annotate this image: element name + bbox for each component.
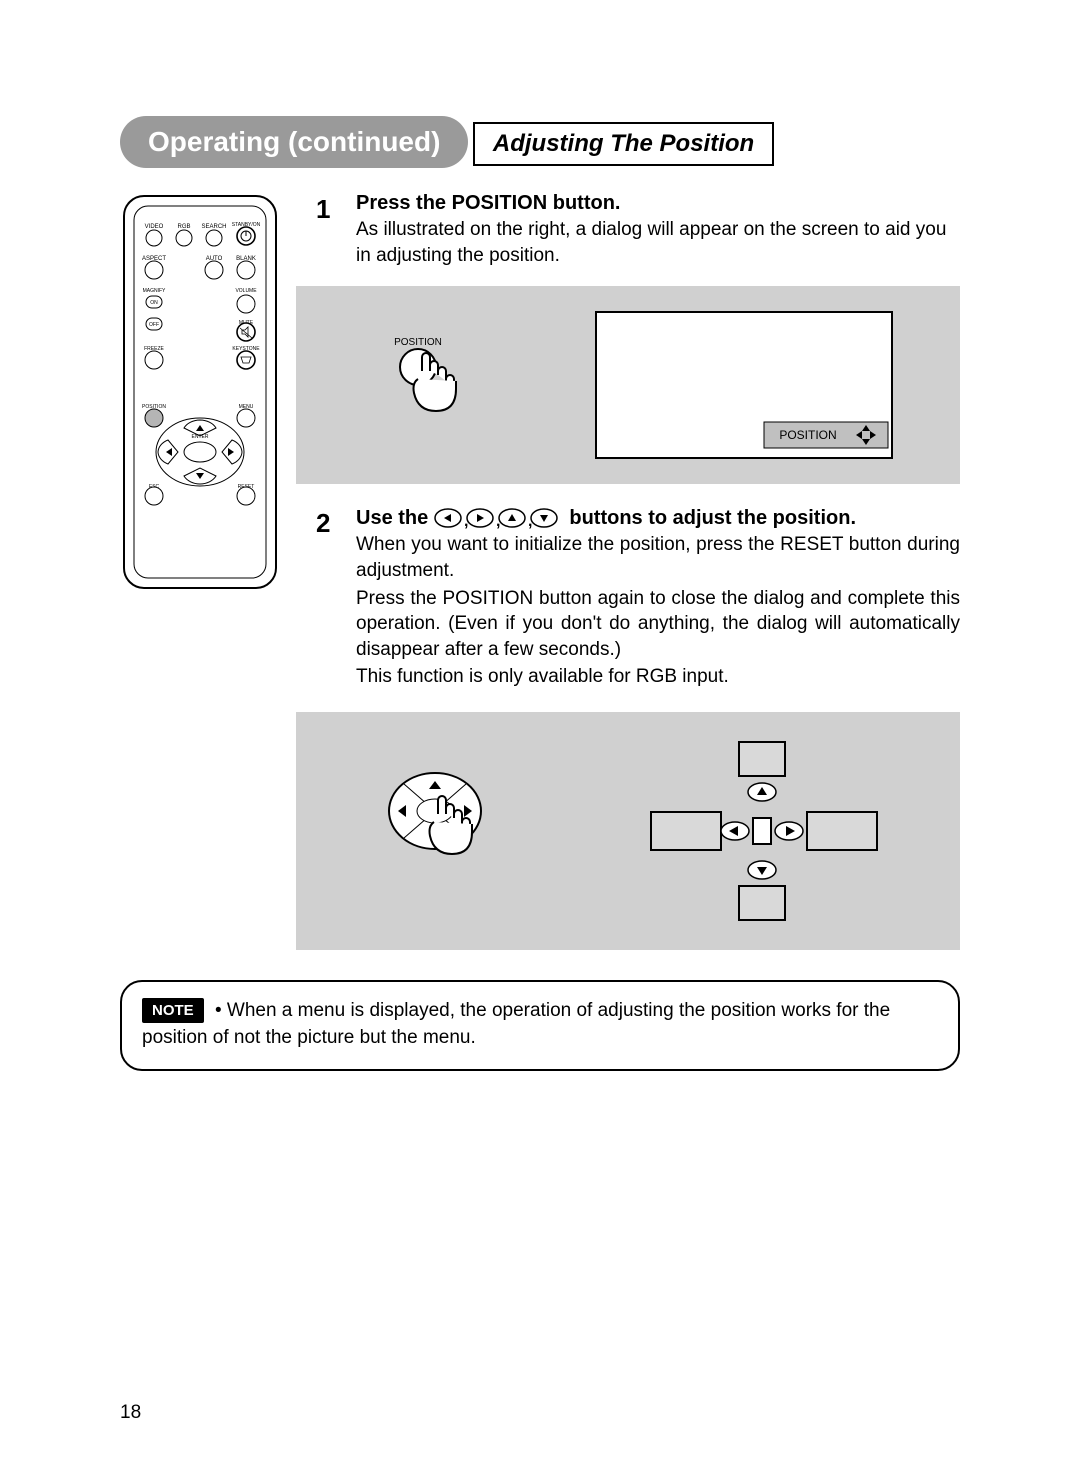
- svg-text:ENTER: ENTER: [192, 434, 209, 440]
- step-1: 1 Press the POSITION button. As illustra…: [296, 192, 960, 268]
- page-number: 18: [120, 1402, 141, 1424]
- screens-move-icon: [637, 736, 887, 926]
- illustration-2: [296, 712, 960, 950]
- svg-text:SEARCH: SEARCH: [201, 224, 226, 230]
- step-2-para3: This function is only available for RGB …: [356, 664, 960, 690]
- step-2-number: 2: [316, 506, 356, 539]
- illustration-1: POSITION POSITION: [296, 286, 960, 484]
- svg-text:VOLUME: VOLUME: [235, 288, 257, 294]
- section-header-text: Operating (continued): [148, 126, 440, 157]
- step-1-number: 1: [316, 192, 356, 225]
- svg-text:OFF: OFF: [149, 322, 159, 328]
- step-1-title: Press the POSITION button.: [356, 192, 960, 215]
- direction-buttons-icon: , , ,: [434, 507, 564, 529]
- note-text: • When a menu is displayed, the operatio…: [142, 1000, 890, 1048]
- step-1-text: As illustrated on the right, a dialog wi…: [356, 217, 960, 268]
- step-2: 2 Use the: [296, 506, 960, 690]
- svg-text:VIDEO: VIDEO: [145, 224, 164, 230]
- step-2-title: Use the , ,: [356, 506, 960, 530]
- step-2-body: Use the , ,: [356, 506, 960, 690]
- finger-press-icon: POSITION: [362, 325, 502, 445]
- dpad-press-icon: [370, 756, 530, 906]
- svg-text:ON: ON: [150, 300, 158, 306]
- steps-column: 1 Press the POSITION button. As illustra…: [296, 192, 960, 950]
- remote-illustration: VIDEO RGB SEARCH STANBY/ON ASPECT AUTO B…: [120, 192, 290, 597]
- svg-text:,: ,: [528, 513, 532, 530]
- content-row: VIDEO RGB SEARCH STANBY/ON ASPECT AUTO B…: [120, 192, 960, 950]
- svg-text:MAGNIFY: MAGNIFY: [143, 288, 166, 294]
- step-2-title-after: buttons to adjust the position.: [564, 507, 856, 529]
- remote-svg: VIDEO RGB SEARCH STANBY/ON ASPECT AUTO B…: [120, 192, 280, 592]
- svg-text:,: ,: [496, 513, 500, 530]
- svg-text:RGB: RGB: [177, 224, 190, 230]
- subheading-box: Adjusting The Position: [473, 122, 774, 166]
- page: Operating (continued) Adjusting The Posi…: [0, 0, 1080, 1484]
- note-label: NOTE: [142, 998, 204, 1023]
- svg-text:,: ,: [464, 513, 468, 530]
- step-1-body: Press the POSITION button. As illustrate…: [356, 192, 960, 268]
- step-2-title-before: Use the: [356, 507, 434, 529]
- svg-text:POSITION: POSITION: [779, 428, 836, 442]
- section-header: Operating (continued): [120, 116, 468, 168]
- svg-text:POSITION: POSITION: [394, 337, 442, 348]
- step-2-para1: When you want to initialize the position…: [356, 532, 960, 583]
- subheading-text: Adjusting The Position: [493, 130, 754, 157]
- step-2-para2: Press the POSITION button again to close…: [356, 586, 960, 663]
- screen-dialog-icon: POSITION: [594, 310, 894, 460]
- note-box: NOTE • When a menu is displayed, the ope…: [120, 980, 960, 1071]
